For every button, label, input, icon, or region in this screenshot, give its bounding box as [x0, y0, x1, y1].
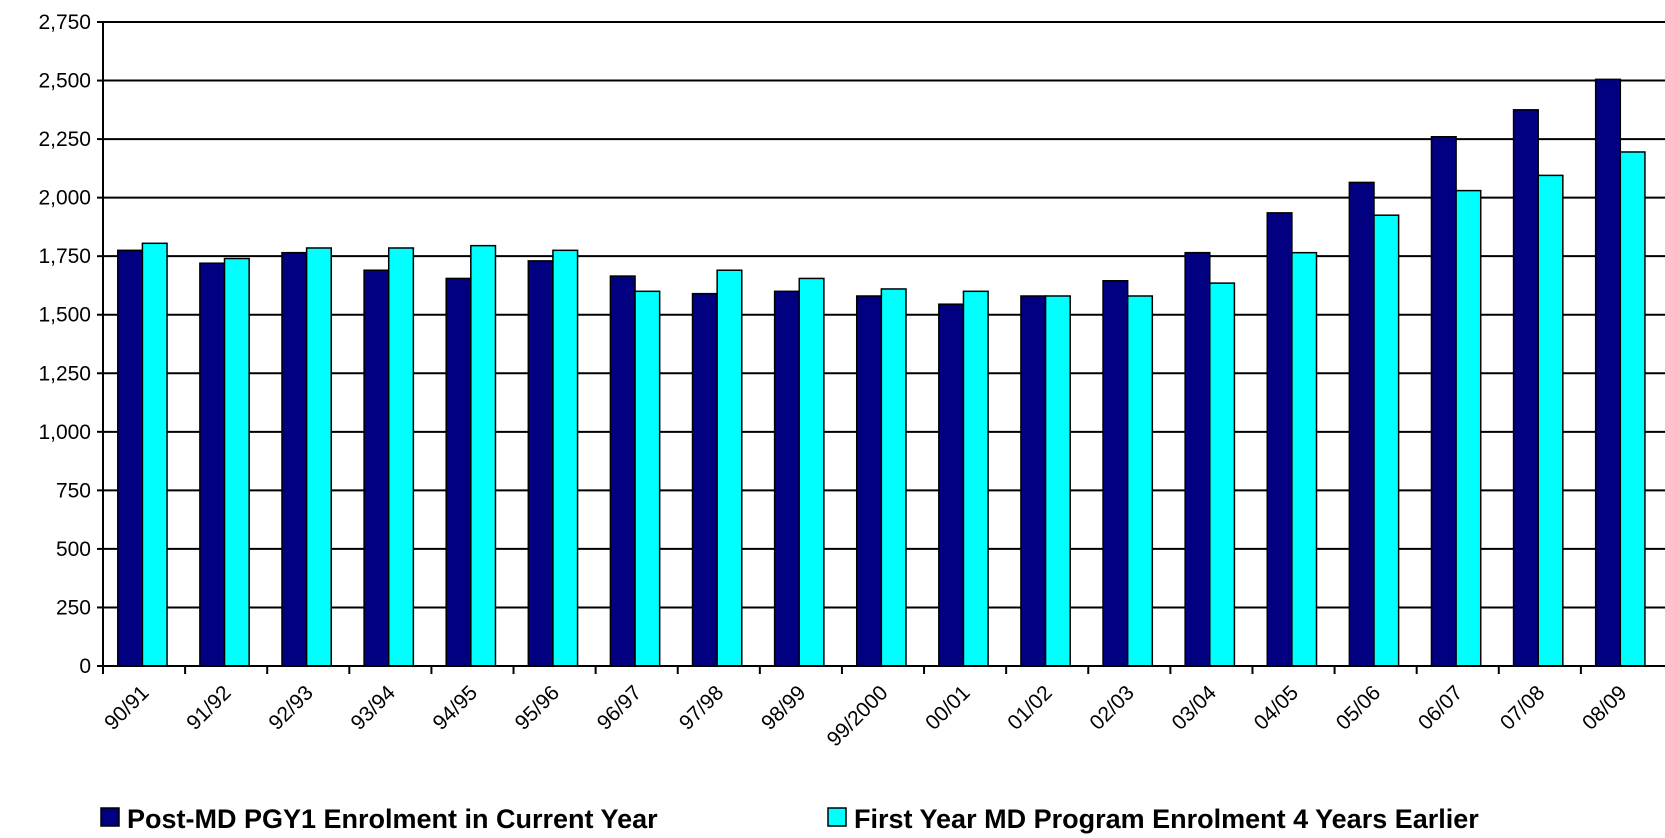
bar — [363, 269, 390, 667]
bar — [1184, 251, 1211, 667]
bar — [1594, 78, 1622, 667]
legend-swatch — [827, 807, 847, 827]
y-tick-label: 2,500 — [38, 70, 91, 93]
bar — [1430, 135, 1457, 667]
x-tick-label: 90/91 — [100, 681, 153, 734]
bar — [387, 247, 415, 667]
x-tick-label: 06/07 — [1414, 681, 1467, 734]
bar — [445, 277, 472, 667]
x-tick-label: 03/04 — [1168, 681, 1222, 735]
x-tick-label: 04/05 — [1250, 681, 1303, 734]
bar — [716, 269, 743, 667]
bar — [1126, 295, 1154, 667]
bar — [1348, 181, 1375, 667]
y-tick-label: 2,250 — [38, 128, 91, 151]
y-tick-label: 2,750 — [38, 11, 91, 34]
bar — [117, 249, 144, 667]
y-tick-label: 1,250 — [38, 362, 91, 385]
x-tick-label: 94/95 — [429, 681, 482, 734]
x-tick-label: 99/2000 — [823, 681, 893, 751]
bar — [1373, 214, 1400, 667]
bar — [880, 288, 907, 667]
y-tick-label: 1,500 — [38, 304, 91, 327]
bar — [141, 242, 168, 667]
y-tick-label: 250 — [56, 596, 91, 619]
bar — [527, 260, 554, 667]
x-tick-label: 92/93 — [264, 681, 317, 734]
bar — [798, 277, 825, 667]
bar — [938, 303, 965, 667]
bar — [223, 257, 250, 667]
bar — [1102, 280, 1129, 667]
x-tick-label: 97/98 — [675, 681, 728, 734]
x-tick-label: 05/06 — [1332, 681, 1385, 734]
bar — [1619, 151, 1646, 667]
x-tick-label: 07/08 — [1496, 681, 1549, 734]
bar — [1209, 282, 1236, 667]
y-tick-label: 750 — [56, 479, 91, 502]
bar — [691, 292, 718, 667]
bar — [199, 262, 226, 667]
legend-label: Post-MD PGY1 Enrolment in Current Year — [127, 804, 658, 834]
bar — [962, 290, 989, 667]
bar — [855, 295, 883, 667]
y-tick-label: 0 — [79, 655, 91, 678]
bar — [552, 249, 579, 667]
x-tick-label: 00/01 — [921, 681, 974, 734]
bar — [1266, 212, 1293, 667]
y-tick-label: 1,750 — [38, 245, 91, 268]
x-tick-label: 01/02 — [1003, 681, 1056, 734]
bar — [1020, 295, 1047, 667]
x-tick-label: 93/94 — [346, 681, 400, 735]
bar — [1537, 174, 1564, 667]
x-tick-label: 96/97 — [593, 681, 646, 734]
bar — [470, 244, 497, 667]
y-tick-label: 1,000 — [38, 421, 91, 444]
bar — [1291, 251, 1318, 667]
bar — [773, 290, 801, 667]
bar — [1044, 295, 1071, 667]
legend-label: First Year MD Program Enrolment 4 Years … — [854, 804, 1479, 834]
legend-swatch — [100, 807, 120, 827]
x-tick-label: 95/96 — [511, 681, 564, 734]
bar — [1512, 109, 1539, 667]
bar — [281, 251, 308, 667]
x-tick-label: 08/09 — [1578, 681, 1631, 734]
bar — [634, 290, 661, 667]
x-tick-label: 91/92 — [182, 681, 235, 734]
x-tick-label: 98/99 — [757, 681, 810, 734]
bar — [609, 275, 636, 667]
y-tick-label: 500 — [56, 538, 91, 561]
bar — [305, 247, 333, 667]
x-tick-label: 02/03 — [1085, 681, 1138, 734]
bar — [1455, 189, 1482, 667]
y-tick-label: 2,000 — [38, 187, 91, 210]
